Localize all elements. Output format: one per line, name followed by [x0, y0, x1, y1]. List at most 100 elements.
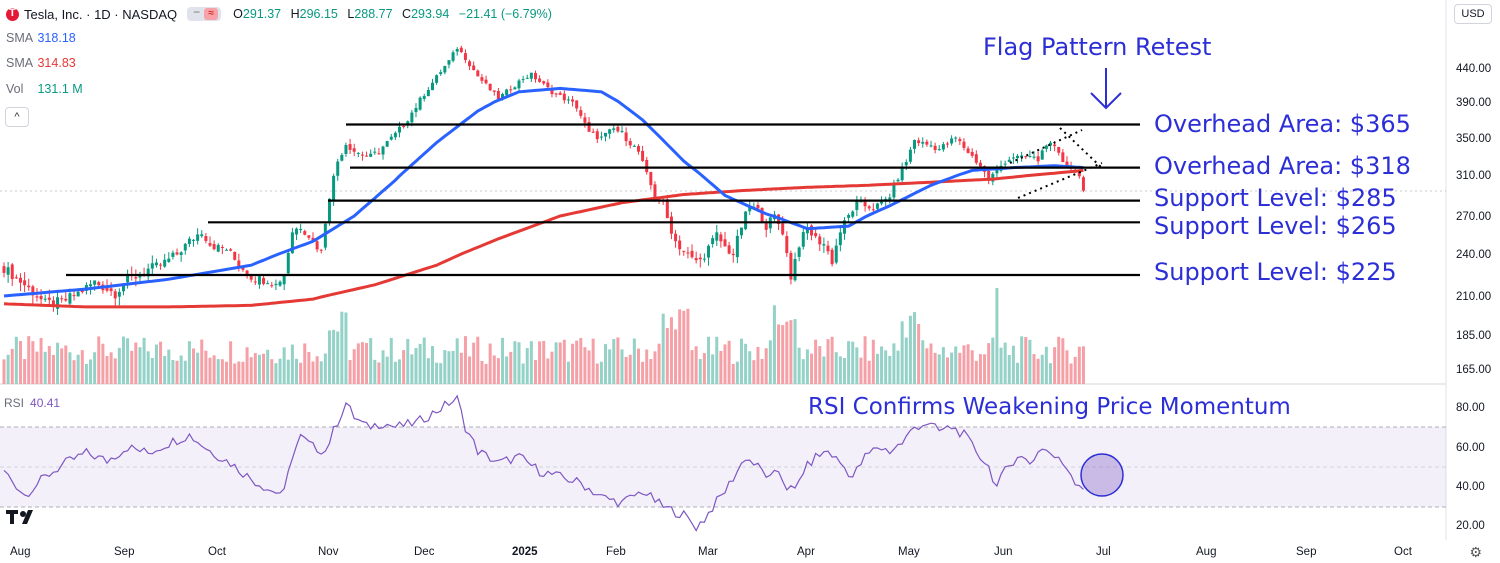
volume-bar	[1032, 354, 1036, 384]
volume-bar	[884, 350, 888, 384]
candle-body	[748, 205, 752, 212]
volume-bar	[253, 353, 257, 384]
volume-legend[interactable]: Vol 131.1 M	[6, 82, 83, 96]
collapse-legend-button[interactable]: ^	[5, 107, 29, 127]
volume-bar	[192, 348, 196, 384]
candle-body	[27, 285, 31, 288]
candle-body	[51, 300, 55, 307]
volume-bar	[60, 348, 64, 384]
candle-body	[229, 249, 233, 251]
volume-bar	[414, 347, 418, 384]
compare-toggle[interactable]: − ≈	[187, 5, 222, 21]
time-tick-label: Oct	[1394, 546, 1413, 558]
candle-body	[632, 145, 636, 147]
candle-body	[171, 252, 175, 257]
volume-bar	[810, 353, 814, 384]
candle-body	[463, 53, 467, 60]
volume-bar	[538, 341, 542, 384]
volume-bar	[562, 339, 566, 384]
candle-body	[900, 166, 904, 181]
price-tick-label: 390.00	[1456, 97, 1491, 109]
candle-body	[274, 283, 278, 286]
volume-bar	[1016, 362, 1020, 384]
volume-bar	[698, 358, 702, 384]
volume-bar	[777, 324, 781, 384]
settings-gear-icon[interactable]: ⚙	[1469, 544, 1482, 560]
volume-bar	[68, 352, 72, 384]
volume-bar	[200, 339, 204, 384]
volume-bar	[579, 337, 583, 384]
candle-body	[1044, 145, 1048, 149]
candle-body	[624, 132, 628, 142]
volume-bar	[1077, 346, 1081, 384]
symbol-title[interactable]: Tesla, Inc. · 1D · NASDAQ	[24, 6, 178, 22]
candle-body	[1057, 147, 1061, 153]
volume-bar	[270, 359, 274, 384]
candle-body	[233, 252, 237, 260]
volume-bar	[480, 361, 484, 384]
candle-body	[319, 249, 323, 251]
volume-bar	[665, 327, 669, 384]
volume-bar	[430, 346, 434, 384]
volume-bar	[117, 347, 121, 384]
candle-body	[175, 252, 179, 255]
volume-bar	[657, 343, 661, 384]
flag-arrow-icon	[1090, 92, 1122, 110]
volume-bar	[636, 348, 640, 384]
candle-body	[925, 141, 929, 145]
candle-body	[595, 131, 599, 140]
candle-body	[781, 223, 785, 235]
volume-bar	[958, 352, 962, 384]
candle-body	[851, 211, 855, 217]
volume-bar	[245, 347, 249, 384]
open-value: 291.37	[242, 7, 282, 21]
volume-bar	[1073, 356, 1077, 384]
candle-body	[146, 268, 150, 277]
candle-body	[896, 179, 900, 182]
chart-header: Tesla, Inc. · 1D · NASDAQ −≈ O291.37 H29…	[6, 4, 558, 24]
volume-bar	[1024, 337, 1028, 384]
candle-body	[60, 298, 64, 300]
candle-body	[826, 245, 830, 252]
volume-bar	[950, 352, 954, 384]
volume-bar	[789, 320, 793, 384]
candle-body	[2, 266, 6, 273]
candle-body	[575, 100, 579, 109]
rsi-legend[interactable]: RSI 40.41	[4, 396, 61, 410]
volume-bar	[39, 338, 43, 384]
volume-bar	[867, 360, 871, 384]
sma2-legend[interactable]: SMA 314.83	[6, 56, 76, 70]
candle-body	[715, 232, 719, 241]
candle-body	[179, 252, 183, 255]
volume-bar	[604, 344, 608, 384]
candle-body	[698, 257, 702, 260]
tradingview-logo-icon[interactable]	[6, 508, 38, 529]
candle-body	[558, 92, 562, 95]
candle-body	[154, 262, 158, 266]
volume-bar	[723, 344, 727, 384]
candle-body	[756, 204, 760, 209]
price-tick-label: 210.00	[1456, 291, 1491, 303]
volume-bar	[851, 341, 855, 384]
volume-bar	[6, 354, 10, 384]
candle-body	[196, 234, 200, 241]
candle-body	[476, 70, 480, 77]
volume-bar	[402, 350, 406, 384]
candle-body	[1016, 155, 1020, 159]
volume-bar	[463, 336, 467, 384]
volume-bar	[641, 361, 645, 384]
volume-bar	[863, 336, 867, 384]
candle-body	[31, 286, 35, 296]
currency-button[interactable]: USD	[1454, 4, 1492, 24]
candle-body	[97, 282, 101, 286]
volume-bar	[719, 350, 723, 384]
candle-body	[583, 117, 587, 123]
sma1-legend[interactable]: SMA 318.18	[6, 31, 76, 45]
candle-body	[793, 258, 797, 281]
candle-body	[797, 247, 801, 257]
volume-bar	[661, 313, 665, 384]
ohlc-readout: O291.37 H296.15 L288.77 C293.94 −21.41 (…	[233, 7, 552, 21]
candle-body	[39, 295, 43, 300]
volume-bar	[925, 348, 929, 384]
